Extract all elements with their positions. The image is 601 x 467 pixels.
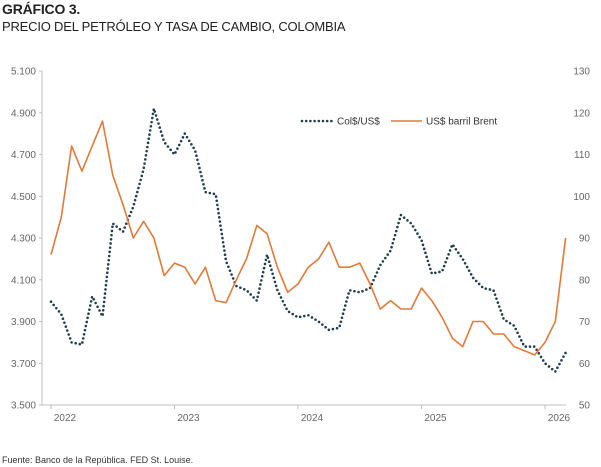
left-axis-tick-label: 3.700 <box>11 359 36 370</box>
series-line-brent <box>50 120 567 356</box>
legend-label-brent: US$ barril Brent <box>426 117 497 128</box>
right-axis-tick-label: 50 <box>579 401 591 412</box>
left-axis-tick-label: 5.100 <box>11 67 36 78</box>
right-axis-tick-label: 60 <box>579 359 591 370</box>
legend-label-colombian-peso: Col$/US$ <box>337 117 380 128</box>
right-axis-tick-label: 80 <box>579 275 591 286</box>
source-note: Fuente: Banco de la República. FED St. L… <box>2 455 194 465</box>
left-axis-tick-label: 4.900 <box>11 108 36 119</box>
x-axis-tick-label: 2026 <box>548 413 571 424</box>
x-axis-tick-label: 2022 <box>54 413 77 424</box>
series-line-colombian-peso <box>49 107 567 373</box>
right-axis-tick-label: 110 <box>574 150 590 161</box>
right-axis-tick-label: 130 <box>573 67 590 78</box>
chart-axes: 3.500 3.700 3.900 4.100 4.300 4.500 4.700 4.900… <box>11 67 590 425</box>
right-axis-tick-label: 120 <box>573 108 590 119</box>
left-axis-tick-label: 4.300 <box>11 234 36 245</box>
chart-plot-area <box>49 107 567 373</box>
left-axis-tick-label: 3.500 <box>11 401 36 412</box>
left-axis-tick-label: 4.500 <box>11 192 36 203</box>
left-axis-tick-label: 4.100 <box>11 275 36 286</box>
left-axis-tick-label: 3.900 <box>11 317 36 328</box>
x-axis-tick-label: 2024 <box>301 413 324 424</box>
chart-subtitle: PRECIO DEL PETRÓLEO Y TASA DE CAMBIO, CO… <box>2 19 346 34</box>
x-axis-tick-label: 2023 <box>177 413 200 424</box>
x-axis-tick-label: 2025 <box>424 413 447 424</box>
left-axis-tick-label: 4.700 <box>11 150 36 161</box>
right-axis-tick-label: 90 <box>579 234 591 245</box>
right-axis-tick-label: 100 <box>573 192 590 203</box>
chart-legend: Col$/US$ US$ barril Brent <box>300 117 497 128</box>
right-axis-tick-label: 70 <box>579 317 591 328</box>
chart-title: GRÁFICO 3. <box>2 1 81 17</box>
